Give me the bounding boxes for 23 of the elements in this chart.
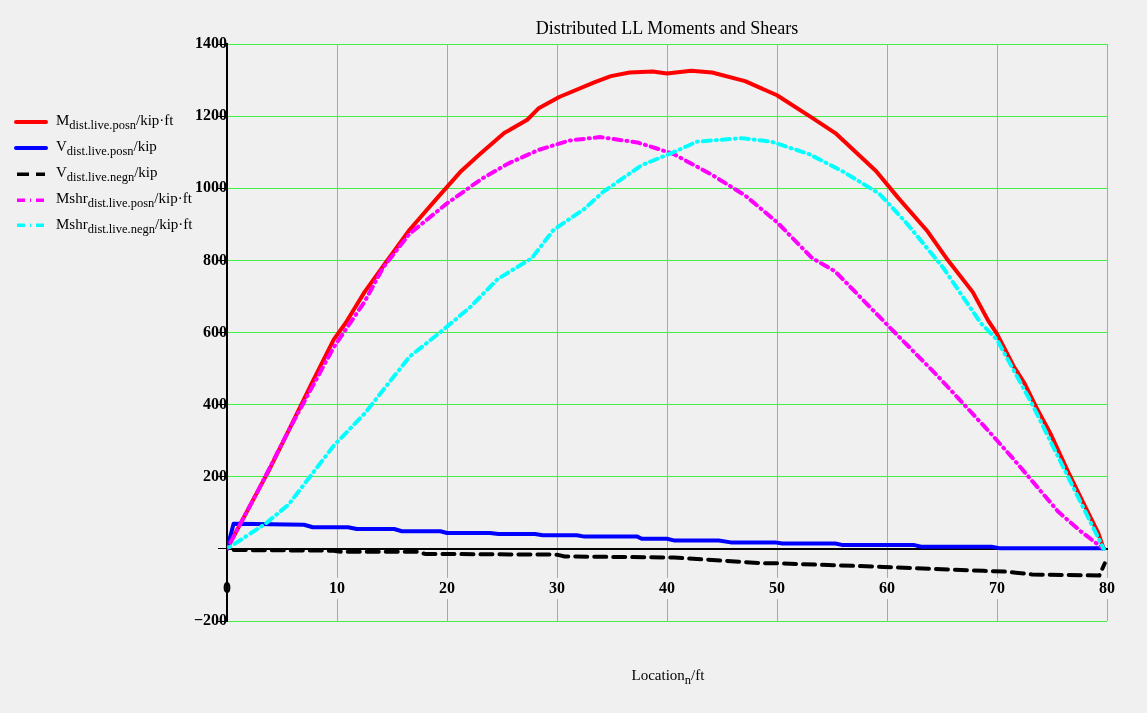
y-tick-label: 800 (203, 250, 227, 268)
x-tick-label: 30 (549, 578, 565, 596)
y-tick-label: 200 (203, 466, 227, 484)
legend-label: Mshr$_{dist.live.pos}$$_{n}$/kip·ft (56, 188, 192, 212)
y-tick-label: 1000 (195, 178, 227, 196)
x-tick-label: 20 (439, 578, 455, 596)
legend-label: V$_{dist.live.neg}$$_{n}$/kip (56, 162, 158, 186)
x-tick-label: 40 (659, 578, 675, 596)
x-tick-label: 50 (769, 578, 785, 596)
y-tick-label: 1200 (195, 106, 227, 124)
x-axis-title: Location$_{n}$/ft (631, 666, 705, 689)
x-tick-label: 80 (1099, 578, 1115, 596)
legend-label: Mshr$_{dist.live.neg}$$_{n}$/kip·ft (56, 214, 193, 238)
x-tick-label: 70 (989, 578, 1005, 596)
x-tick-label: 10 (329, 578, 345, 596)
legend-label: M$_{dist.live.pos}$$_{n}$/kip·ft (56, 111, 174, 134)
y-tick-label: 1400 (195, 34, 227, 52)
y-tick-label: −200 (193, 611, 227, 629)
x-tick-label: 60 (879, 578, 895, 596)
legend-label: V$_{dist.live.pos}$$_{n}$/kip (56, 136, 157, 160)
y-tick-label: 600 (203, 322, 227, 340)
y-tick-label: 400 (203, 394, 227, 412)
chart-title: Distributed LL Moments and Shears (535, 17, 799, 38)
